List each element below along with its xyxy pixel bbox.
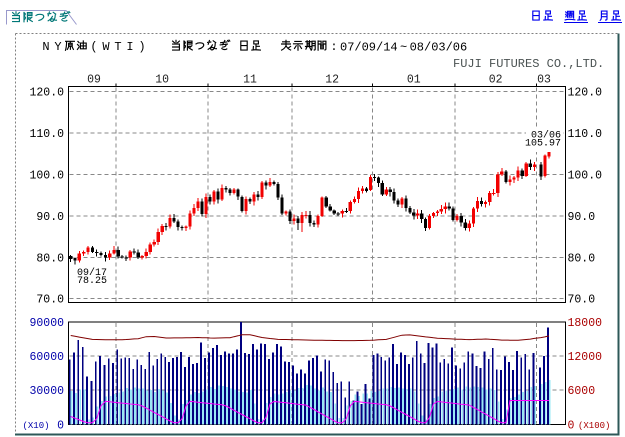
svg-text:~: ~ <box>400 41 407 55</box>
svg-text:110.0: 110.0 <box>29 128 64 141</box>
svg-text:09/17: 09/17 <box>77 267 107 279</box>
svg-text:120.0: 120.0 <box>568 87 603 100</box>
svg-text:08/03/06: 08/03/06 <box>410 41 468 55</box>
svg-text:90.0: 90.0 <box>36 211 64 224</box>
svg-text:12: 12 <box>325 74 339 87</box>
svg-text:10: 10 <box>155 74 169 87</box>
svg-text:N: N <box>42 40 49 54</box>
svg-text:6000: 6000 <box>568 385 596 398</box>
svg-text:80.0: 80.0 <box>36 252 64 265</box>
svg-text:(X10): (X10) <box>23 421 50 431</box>
svg-text:70.0: 70.0 <box>568 294 596 307</box>
svg-text:T: T <box>114 40 121 54</box>
svg-text:80.0: 80.0 <box>568 252 596 265</box>
svg-text:110.0: 110.0 <box>568 128 603 141</box>
svg-text:100.0: 100.0 <box>29 169 64 182</box>
svg-text:): ) <box>138 40 145 54</box>
svg-text:0: 0 <box>57 420 64 433</box>
svg-text:70.0: 70.0 <box>36 294 64 307</box>
svg-text:(X100): (X100) <box>578 421 610 431</box>
svg-text:18000: 18000 <box>568 317 603 330</box>
svg-text:W: W <box>102 40 110 54</box>
svg-text:03: 03 <box>537 74 551 87</box>
svg-text:I: I <box>126 40 133 54</box>
svg-text:(: ( <box>90 40 97 54</box>
svg-text::: : <box>330 40 337 54</box>
svg-text:105.97: 105.97 <box>525 139 561 150</box>
svg-text:07/09/14: 07/09/14 <box>340 41 398 55</box>
svg-text:0: 0 <box>568 420 575 433</box>
svg-text:90000: 90000 <box>29 317 64 330</box>
svg-text:120.0: 120.0 <box>29 87 64 100</box>
svg-text:78.25: 78.25 <box>77 276 107 287</box>
svg-text:FUJI FUTURES CO.,LTD.: FUJI FUTURES CO.,LTD. <box>453 57 604 71</box>
svg-text:Y: Y <box>54 40 61 54</box>
svg-text:01: 01 <box>407 74 421 87</box>
svg-text:100.0: 100.0 <box>568 169 603 182</box>
svg-text:09: 09 <box>87 74 101 87</box>
svg-text:90.0: 90.0 <box>568 211 596 224</box>
svg-text:12000: 12000 <box>568 351 603 364</box>
svg-text:11: 11 <box>243 74 257 87</box>
svg-text:60000: 60000 <box>29 351 64 364</box>
svg-text:03/06: 03/06 <box>531 130 561 142</box>
svg-text:30000: 30000 <box>29 385 64 398</box>
svg-text:02: 02 <box>489 74 503 87</box>
